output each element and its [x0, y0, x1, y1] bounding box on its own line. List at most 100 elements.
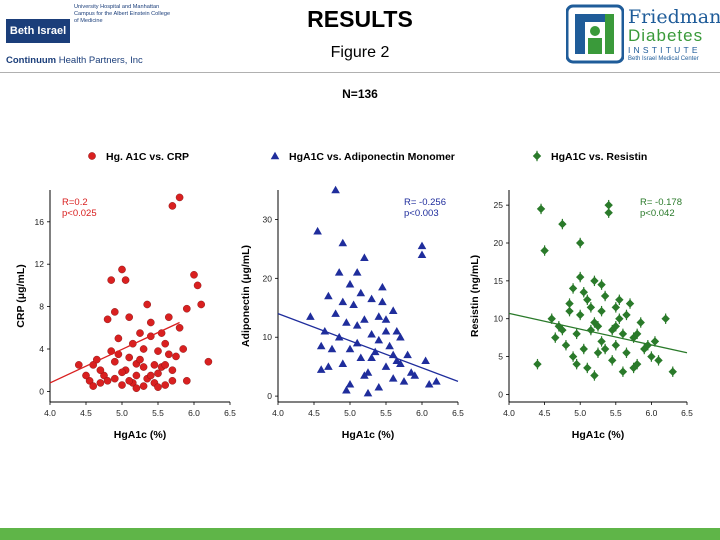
chart2-legend-label: HgA1C vs. Adiponectin Monomer	[289, 151, 455, 163]
chart3-x-tick-label: 5.5	[610, 408, 622, 418]
chart3-stat-label: p<0.042	[640, 208, 675, 219]
chart2-data-point	[345, 380, 355, 388]
chart1-data-point	[175, 323, 184, 332]
friedman-diabetes-logo: Friedman Diabetes INSTITUTE Beth Israel …	[565, 4, 720, 66]
chart2-data-point	[417, 241, 427, 250]
chart3-stat-label: R= -0.178	[640, 197, 682, 208]
chart2-data-point	[313, 226, 322, 235]
chart1-data-point	[136, 355, 144, 364]
chart2-data-point	[410, 371, 420, 379]
chart1-data-point	[111, 357, 119, 366]
chart2-data-point	[338, 297, 348, 306]
chart2-data-point	[352, 321, 362, 329]
chart1-data-point	[118, 265, 126, 274]
chart1-y-tick-label: 16	[35, 217, 45, 227]
chart1-data-point	[132, 371, 141, 380]
chart2-data-point	[396, 332, 405, 341]
chart2-data-point	[338, 238, 348, 247]
chart1-data-point	[197, 300, 205, 309]
chart2-data-point	[381, 315, 391, 323]
chart2-stat-label: p<0.003	[404, 208, 439, 219]
chart1-x-tick-label: 5.0	[116, 408, 128, 418]
chart2-data-point	[378, 297, 387, 306]
chart3-y-tick-label: 10	[494, 314, 504, 324]
chart1-data-point	[111, 374, 119, 383]
chart1-data-point	[164, 350, 173, 359]
chart1-data-point	[150, 361, 159, 369]
chart1-data-point	[75, 361, 83, 369]
chart2-y-tick-label: 20	[263, 273, 273, 283]
chart1-y-tick-label: 8	[39, 302, 44, 312]
chart1-data-point	[125, 376, 133, 385]
chart2-x-tick-label: 4.0	[272, 408, 284, 418]
chart1-legend-label: Hg. A1C vs. CRP	[106, 151, 189, 163]
chart2-data-point	[331, 185, 340, 194]
continuum-rest: Health Partners, Inc	[56, 55, 143, 66]
chart2-data-point	[392, 327, 402, 335]
chart1-data-point	[85, 376, 94, 385]
page-title: RESULTS	[307, 6, 413, 32]
fdi-emblem-icon	[565, 4, 625, 64]
chart2-data-point	[370, 347, 380, 356]
chart2-data-point	[306, 312, 315, 320]
chart1-data-point	[182, 376, 191, 385]
chart2-data-point	[338, 359, 348, 367]
chart1-data-point	[118, 381, 126, 389]
chart3-y-axis-label: Resistin (ng/mL)	[469, 255, 481, 337]
chart2-data-point	[363, 388, 373, 397]
chart3-y-tick-label: 5	[498, 352, 503, 362]
chart2-data-point	[352, 268, 362, 276]
chart3-x-tick-label: 6.0	[645, 408, 657, 418]
chart2-data-point	[334, 268, 344, 276]
chart3-legend-label: HgA1C vs. Resistin	[551, 151, 647, 163]
chart2-data-point	[417, 250, 427, 259]
chart1-x-tick-label: 4.5	[80, 408, 92, 418]
chart2-data-point	[327, 344, 337, 353]
chart2-x-axis-label: HgA1c (%)	[342, 429, 395, 441]
figure-label: Figure 2	[330, 44, 390, 61]
chart2-data-point	[388, 374, 398, 382]
chart3-x-tick-label: 4.0	[503, 408, 515, 418]
chart1-stat-label: p<0.025	[62, 208, 97, 219]
chart2-x-tick-label: 6.5	[452, 408, 464, 418]
chart2-data-point	[331, 309, 340, 317]
chart1-data-point	[89, 382, 97, 390]
chart2-data-point	[374, 312, 384, 320]
chart3-y-tick-label: 15	[494, 276, 504, 286]
chart1-data-point	[111, 308, 119, 316]
chart1-trend-line	[49, 321, 180, 384]
chart1-legend-marker	[88, 152, 96, 160]
chart1-data-point	[190, 270, 198, 279]
chart1-data-point	[139, 382, 148, 390]
chart2-data-point	[324, 291, 333, 300]
chart3-y-tick-label: 25	[494, 200, 504, 210]
chart2-data-point	[388, 306, 398, 314]
chart2-data-point	[424, 380, 434, 388]
chart3-x-tick-label: 4.5	[539, 408, 551, 418]
chart1-y-tick-label: 12	[35, 259, 45, 269]
chart2-y-tick-label: 30	[263, 214, 273, 224]
chart2-data-point	[316, 341, 326, 350]
chart2-data-point	[399, 377, 409, 385]
chart2-data-point	[360, 371, 369, 379]
continuum-health-partners: Continuum Health Partners, Inc	[6, 55, 143, 66]
chart1-data-point	[136, 329, 144, 337]
chart2-legend-marker	[270, 151, 280, 160]
chart1-x-tick-label: 6.5	[224, 408, 236, 418]
chart1-x-tick-label: 4.0	[44, 408, 56, 418]
chart2-data-point	[378, 282, 387, 291]
chart2-data-point	[360, 315, 369, 323]
chart3-x-axis-label: HgA1c (%)	[572, 429, 625, 441]
chart1-data-point	[179, 345, 187, 353]
footer-band	[0, 528, 720, 540]
chart2-data-point	[342, 318, 351, 326]
chart3-y-tick-label: 20	[494, 238, 504, 248]
chart2-data-point	[367, 329, 376, 338]
chart2-x-tick-label: 6.0	[416, 408, 428, 418]
chart1-stat-label: R=0.2	[62, 197, 88, 208]
chart1-data-point	[139, 345, 148, 353]
chart1-x-axis-label: HgA1c (%)	[114, 429, 167, 441]
chart1-data-point	[103, 315, 112, 324]
chart2-data-point	[367, 353, 376, 362]
